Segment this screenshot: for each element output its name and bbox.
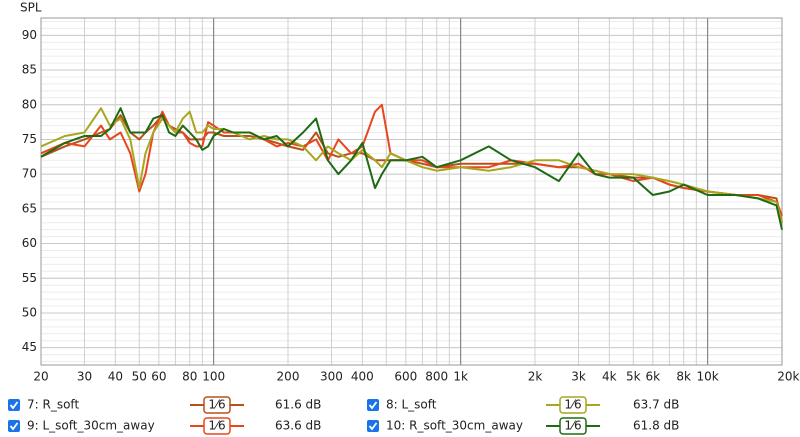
legend-item: 10: R_soft_30cm_away 1⁄6 61.8 dB	[367, 417, 679, 435]
series-line	[40, 107, 783, 223]
y-tick-label: 80	[22, 97, 37, 111]
legend-label: 10: R_soft_30cm_away	[386, 419, 523, 433]
series-line	[40, 107, 783, 230]
legend-checkbox[interactable]	[367, 420, 379, 432]
legend-label: 9: L_soft_30cm_away	[27, 419, 155, 433]
x-tick-label: 400	[351, 370, 374, 384]
x-tick-label: 8k	[676, 370, 691, 384]
legend-checkbox[interactable]	[8, 420, 20, 432]
level-value: 63.6 dB	[275, 419, 321, 433]
x-tick-label: 30	[77, 370, 92, 384]
y-tick-label: 50	[22, 305, 37, 319]
smoothing-button[interactable]	[559, 396, 587, 414]
grid	[40, 17, 783, 366]
x-tick-label: 800	[425, 370, 448, 384]
checkmark	[368, 401, 378, 410]
smoothing-label: 1⁄6	[564, 419, 581, 433]
smoothing-label: 1⁄6	[208, 419, 225, 433]
y-tick-label: 70	[22, 167, 37, 181]
legend-item: 9: L_soft_30cm_away 1⁄6 63.6 dB	[8, 417, 321, 435]
x-tick-label: 5k	[626, 370, 641, 384]
y-tick-label: 75	[22, 132, 37, 146]
level-value: 61.8 dB	[633, 419, 679, 433]
y-tick-label: 45	[22, 340, 37, 354]
x-tick-label: 20kHz	[777, 370, 800, 384]
x-tick-label: 80	[182, 370, 197, 384]
legend-item: 7: R_soft 1⁄6 61.6 dB	[8, 396, 321, 414]
plot-area	[40, 103, 783, 230]
legend-label: 7: R_soft	[27, 398, 79, 412]
x-tick-label: 4k	[602, 370, 617, 384]
x-tick-label: 20	[33, 370, 48, 384]
y-tick-label: 65	[22, 201, 37, 215]
checkmark	[9, 422, 19, 431]
legend-label: 8: L_soft	[386, 398, 437, 412]
smoothing-label: 1⁄6	[208, 398, 225, 412]
y-tick-label: 60	[22, 236, 37, 250]
series-line	[40, 103, 783, 217]
checkmark	[9, 401, 19, 410]
x-tick-label: 100	[202, 370, 225, 384]
smoothing-button[interactable]	[203, 396, 231, 414]
smoothing-button[interactable]	[203, 417, 231, 435]
legend-checkbox[interactable]	[367, 399, 379, 411]
x-tick-label: 300	[320, 370, 343, 384]
smoothing-button[interactable]	[559, 417, 587, 435]
y-axis-label: SPL	[20, 1, 42, 15]
legend-checkbox[interactable]	[8, 399, 20, 411]
x-tick-label: 3k	[571, 370, 586, 384]
x-tick-label: 1k	[453, 370, 468, 384]
x-tick-label: 200	[277, 370, 300, 384]
x-tick-label: 60	[151, 370, 166, 384]
y-tick-label: 55	[22, 271, 37, 285]
x-tick-label: 50	[132, 370, 147, 384]
legend: 7: R_soft 1⁄6 61.6 dB 9: L_soft_30cm_away 1⁄…	[8, 396, 679, 435]
level-value: 61.6 dB	[275, 398, 321, 412]
x-tick-label: 2k	[528, 370, 543, 384]
x-tick-label: 6k	[646, 370, 661, 384]
x-tick-label: 600	[394, 370, 417, 384]
legend-item: 8: L_soft 1⁄6 63.7 dB	[367, 396, 679, 414]
y-tick-label: 90	[22, 28, 37, 42]
y-tick-label: 85	[22, 63, 37, 77]
plot-frame	[40, 17, 783, 366]
level-value: 63.7 dB	[633, 398, 679, 412]
smoothing-label: 1⁄6	[564, 398, 581, 412]
x-tick-label: 10k	[697, 370, 719, 384]
x-tick-label: 40	[108, 370, 123, 384]
checkmark	[368, 422, 378, 431]
